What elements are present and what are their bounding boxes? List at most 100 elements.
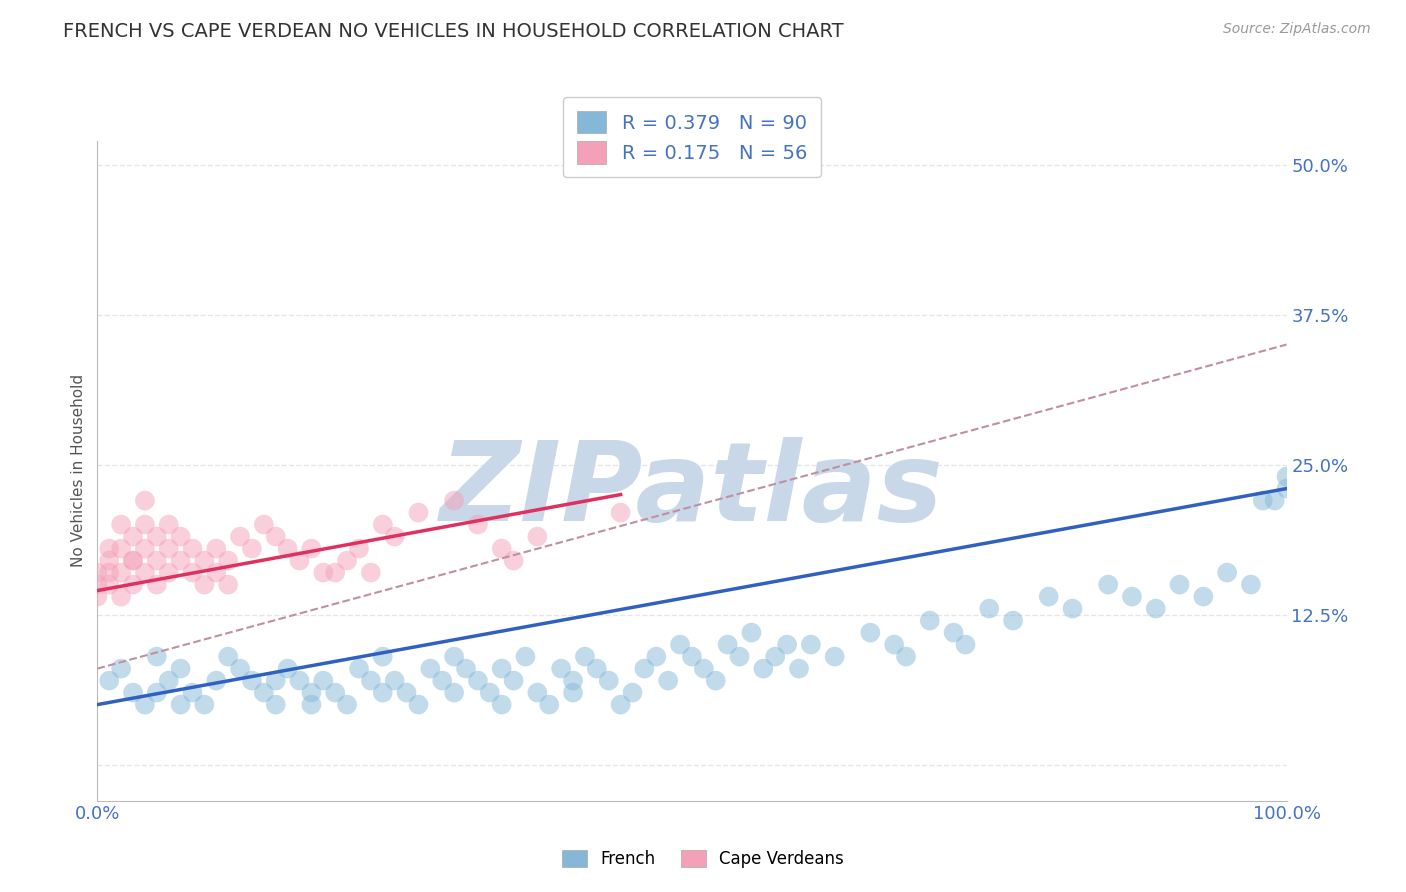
Point [1144,601,1167,615]
Point [562,673,585,688]
Text: ZIPatlas: ZIPatlas [440,437,943,544]
Point [657,673,679,688]
Point [443,685,465,699]
Point [98,553,121,567]
Point [538,698,561,712]
Point [478,685,501,699]
Point [217,649,239,664]
Point [609,698,631,712]
Point [443,649,465,664]
Point [1038,590,1060,604]
Point [1168,577,1191,591]
Point [157,541,180,556]
Point [122,685,145,699]
Point [110,590,132,604]
Point [942,625,965,640]
Point [110,566,132,580]
Legend: R = 0.379   N = 90, R = 0.175   N = 56: R = 0.379 N = 90, R = 0.175 N = 56 [564,97,821,178]
Point [122,553,145,567]
Point [979,601,1001,615]
Point [1097,577,1119,591]
Point [502,673,524,688]
Point [609,506,631,520]
Point [299,698,322,712]
Point [146,685,169,699]
Point [1264,493,1286,508]
Point [1121,590,1143,604]
Point [122,553,145,567]
Point [859,625,882,640]
Point [1251,493,1274,508]
Legend: French, Cape Verdeans: French, Cape Verdeans [555,843,851,875]
Point [205,673,228,688]
Point [86,566,108,580]
Point [181,541,204,556]
Point [681,649,703,664]
Point [157,673,180,688]
Point [169,553,191,567]
Point [467,673,489,688]
Point [193,553,215,567]
Point [408,506,430,520]
Point [277,541,299,556]
Point [323,566,346,580]
Point [240,673,263,688]
Point [883,638,905,652]
Point [1275,469,1298,483]
Point [347,541,370,556]
Point [146,553,169,567]
Point [169,698,191,712]
Point [408,698,430,712]
Point [157,517,180,532]
Point [491,541,513,556]
Point [181,566,204,580]
Point [193,577,215,591]
Point [371,685,394,699]
Point [491,662,513,676]
Point [217,577,239,591]
Point [704,673,727,688]
Point [787,662,810,676]
Point [277,662,299,676]
Point [454,662,477,676]
Point [264,698,287,712]
Point [122,530,145,544]
Point [157,566,180,580]
Point [122,577,145,591]
Point [110,541,132,556]
Point [240,541,263,556]
Point [110,662,132,676]
Point [86,577,108,591]
Point [169,530,191,544]
Point [134,541,156,556]
Point [740,625,762,640]
Point [98,673,121,688]
Point [419,662,441,676]
Point [217,553,239,567]
Point [229,530,252,544]
Point [336,553,359,567]
Point [1275,482,1298,496]
Point [800,638,823,652]
Point [110,517,132,532]
Point [776,638,799,652]
Point [598,673,620,688]
Point [98,566,121,580]
Point [146,577,169,591]
Point [728,649,751,664]
Point [752,662,775,676]
Point [1240,577,1263,591]
Point [918,614,941,628]
Point [384,530,406,544]
Point [633,662,655,676]
Point [669,638,692,652]
Point [347,662,370,676]
Point [86,590,108,604]
Point [467,517,489,532]
Point [824,649,846,664]
Point [146,530,169,544]
Point [193,698,215,712]
Point [134,566,156,580]
Point [299,685,322,699]
Point [395,685,418,699]
